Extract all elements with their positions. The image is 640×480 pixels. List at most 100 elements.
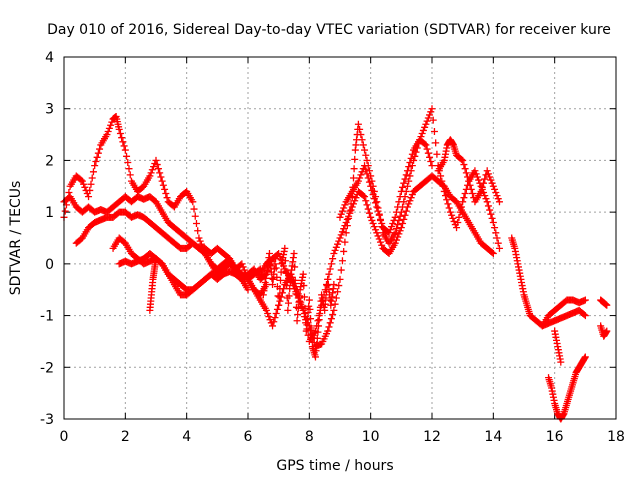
data-point xyxy=(491,224,499,232)
data-point xyxy=(580,311,588,319)
data-point xyxy=(313,334,321,342)
data-point xyxy=(369,220,377,228)
data-point xyxy=(115,125,123,133)
y-tick-label: 1 xyxy=(45,205,54,221)
data-point xyxy=(457,155,465,163)
data-point xyxy=(330,281,338,289)
y-tick-label: 0 xyxy=(45,257,54,273)
data-point xyxy=(315,316,323,324)
data-point xyxy=(581,296,589,304)
data-point xyxy=(347,200,355,208)
x-tick-label: 6 xyxy=(244,429,253,445)
data-point xyxy=(277,276,285,284)
satellite-track-13 xyxy=(538,296,589,330)
data-point xyxy=(467,185,475,193)
data-point xyxy=(461,190,469,198)
data-point xyxy=(365,209,373,217)
data-point xyxy=(418,130,426,138)
data-point xyxy=(313,341,321,349)
data-point xyxy=(444,200,452,208)
data-point xyxy=(494,239,502,247)
y-tick-label: -2 xyxy=(40,360,54,376)
data-point xyxy=(78,177,86,185)
data-point xyxy=(422,141,430,149)
data-point xyxy=(421,123,429,131)
data-point xyxy=(348,203,356,211)
data-point xyxy=(148,166,156,174)
data-point xyxy=(273,305,281,313)
data-point xyxy=(308,333,316,341)
data-point xyxy=(375,235,383,243)
x-axis-label: GPS time / hours xyxy=(276,458,393,474)
data-point xyxy=(338,257,346,265)
data-point xyxy=(368,186,376,194)
data-point xyxy=(424,149,432,157)
data-points xyxy=(60,105,611,423)
data-point xyxy=(337,231,345,239)
data-point xyxy=(495,198,503,206)
data-point xyxy=(345,214,353,222)
data-point xyxy=(331,300,339,308)
data-point xyxy=(453,224,461,232)
data-point xyxy=(238,260,246,268)
data-point xyxy=(116,130,124,138)
data-point xyxy=(154,165,162,173)
data-point xyxy=(406,197,414,205)
data-point xyxy=(372,199,380,207)
data-point xyxy=(465,177,473,185)
data-point xyxy=(390,216,398,224)
data-point xyxy=(283,282,291,290)
data-point xyxy=(426,111,434,119)
data-point xyxy=(92,157,100,165)
data-point xyxy=(603,327,611,335)
data-point xyxy=(146,172,154,180)
satellite-track-14 xyxy=(545,353,589,423)
data-point xyxy=(103,131,111,139)
data-point xyxy=(323,282,331,290)
data-point xyxy=(270,318,278,326)
data-point xyxy=(477,187,485,195)
data-point xyxy=(370,195,378,203)
data-point xyxy=(87,180,95,188)
data-point xyxy=(350,165,358,173)
data-point xyxy=(77,176,85,184)
data-point xyxy=(408,191,416,199)
satellite-track-9 xyxy=(259,244,338,361)
data-point xyxy=(289,282,297,290)
data-point xyxy=(336,213,344,221)
data-point xyxy=(374,232,382,240)
data-point xyxy=(337,266,345,274)
data-point xyxy=(391,213,399,221)
data-point xyxy=(399,220,407,228)
x-tick-label: 2 xyxy=(121,429,130,445)
data-point xyxy=(438,177,446,185)
data-point xyxy=(455,213,463,221)
data-point xyxy=(327,260,335,268)
data-point xyxy=(338,207,346,215)
data-point xyxy=(361,193,369,201)
data-point xyxy=(294,311,302,319)
data-point xyxy=(322,294,330,302)
data-point xyxy=(399,183,407,191)
data-point xyxy=(303,321,311,329)
data-point xyxy=(495,244,503,252)
data-point xyxy=(239,263,247,271)
data-point xyxy=(191,212,199,220)
data-point xyxy=(125,165,133,173)
data-point xyxy=(395,198,403,206)
satellite-track-8 xyxy=(256,105,503,351)
satellite-track-16 xyxy=(597,296,611,309)
data-point xyxy=(363,156,371,164)
data-point xyxy=(329,255,337,263)
data-point xyxy=(468,190,476,198)
data-point xyxy=(449,214,457,222)
satellite-track-6 xyxy=(146,255,160,314)
data-point xyxy=(486,206,494,214)
data-point xyxy=(429,116,437,124)
data-point xyxy=(267,262,275,270)
data-point xyxy=(302,327,310,335)
data-point xyxy=(291,276,299,284)
data-point xyxy=(281,244,289,252)
data-point xyxy=(293,317,301,325)
data-point xyxy=(401,211,409,219)
